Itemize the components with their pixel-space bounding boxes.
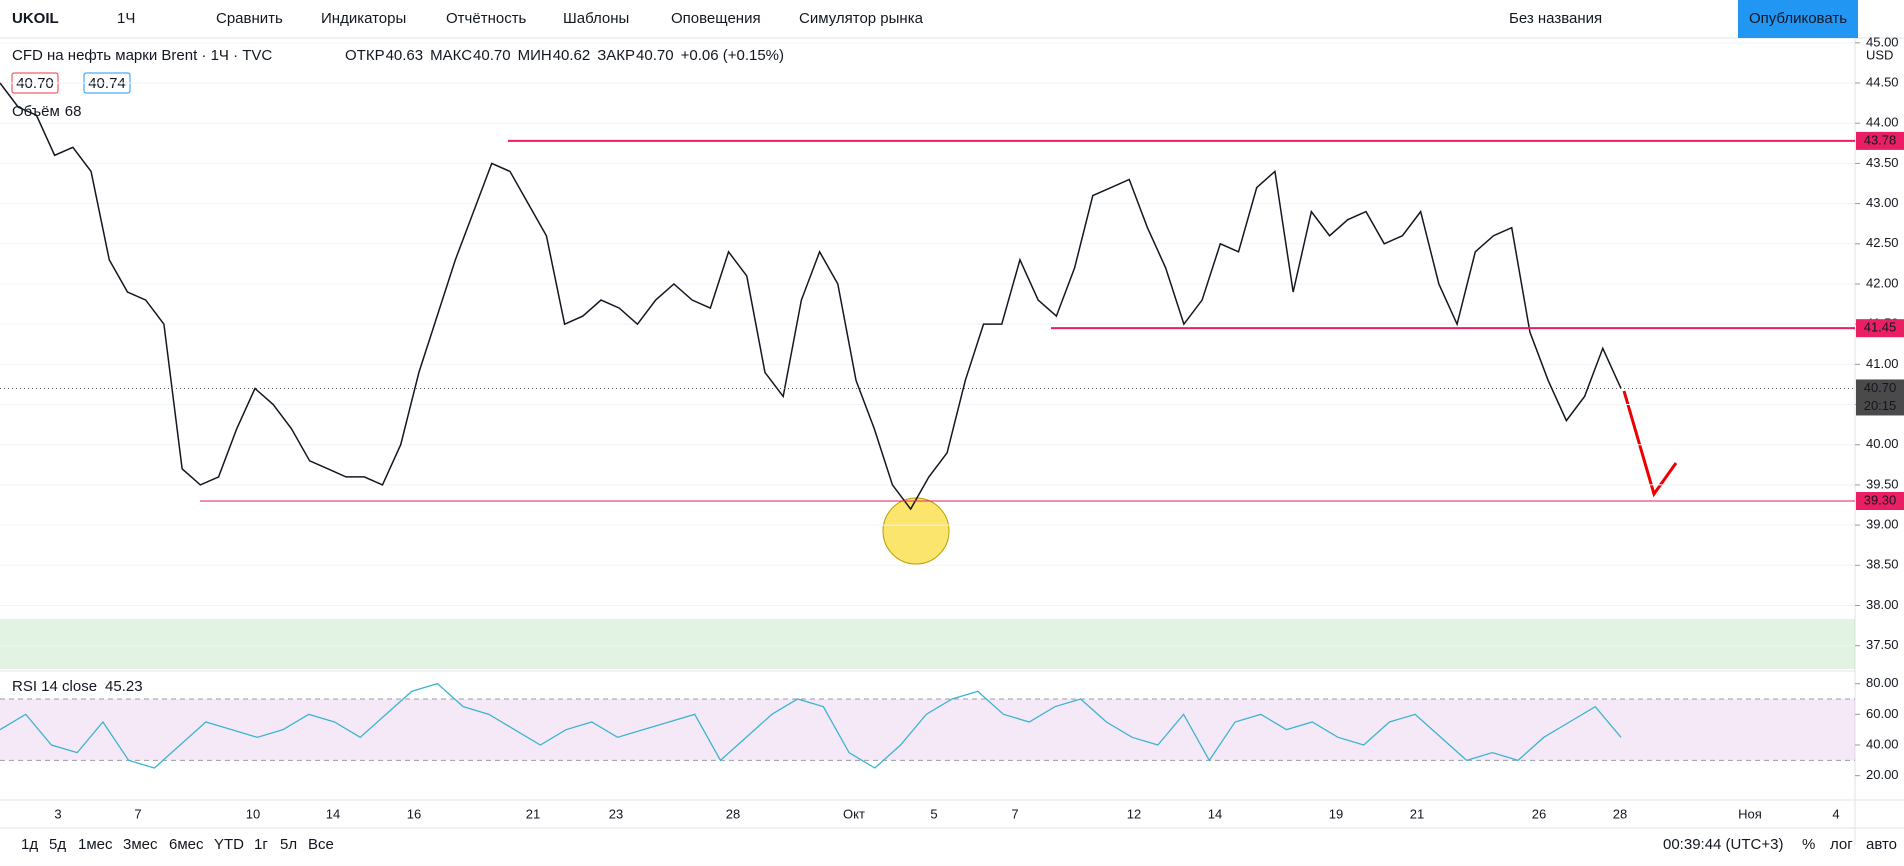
x-tick-label: 12 [1127, 806, 1141, 821]
level-tag [1856, 131, 1904, 150]
y-tick-label: 42.00 [1866, 275, 1899, 290]
range-button[interactable]: 6мес [169, 836, 204, 853]
y-tick-label: 44.00 [1866, 115, 1899, 130]
y-tick-label: 60.00 [1866, 706, 1899, 721]
publish-button[interactable] [1738, 0, 1858, 38]
drawn-arrow [1622, 390, 1678, 498]
last-price-tag [1856, 379, 1904, 416]
ohlc-label: ОТКР [345, 47, 385, 64]
x-tick-label: 7 [134, 806, 141, 821]
y-tick-label: 40.00 [1866, 436, 1899, 451]
range-button[interactable]: 1д [21, 836, 38, 853]
rsi-line [0, 682, 1622, 769]
x-tick-label: 3 [54, 806, 61, 821]
legend-title: CFD на нефть марки Brent · 1Ч · TVC [12, 47, 272, 64]
highlight-circle [882, 497, 950, 565]
toolbar-item[interactable]: Отчётность [446, 10, 527, 27]
toolbar-item[interactable]: Индикаторы [321, 10, 406, 27]
y-tick-label: 40.00 [1866, 736, 1899, 751]
y-tick-label: 42.50 [1866, 235, 1899, 250]
range-button[interactable]: 1мес [78, 836, 113, 853]
level-label: 39.30 [1864, 492, 1897, 507]
x-tick-label: 23 [609, 806, 623, 821]
y-tick-label: 37.50 [1866, 637, 1899, 652]
range-button[interactable]: Все [308, 836, 334, 853]
x-tick-label: 4 [1832, 806, 1839, 821]
volume-zone [0, 619, 1855, 669]
interval[interactable]: 1Ч [117, 10, 135, 27]
range-button[interactable]: 1г [254, 836, 268, 853]
ohlc-value: 40.70 [473, 47, 511, 64]
y-tick-label: 38.50 [1866, 557, 1899, 572]
layout-name[interactable]: Без названия [1509, 10, 1602, 27]
volume-value: 68 [65, 103, 82, 120]
x-tick-label: Ноя [1738, 806, 1762, 821]
level-label: 41.45 [1864, 320, 1897, 335]
y-tick-label: 43.00 [1866, 195, 1899, 210]
ohlc-value: 40.62 [553, 47, 591, 64]
y-tick-label: 43.50 [1866, 155, 1899, 170]
y-tick-label: 39.00 [1866, 517, 1899, 532]
x-tick-label: 14 [1208, 806, 1222, 821]
level-tag [1856, 492, 1904, 511]
rsi-value: 45.23 [105, 678, 143, 695]
y-tick-label: 44.50 [1866, 74, 1899, 89]
y-tick-label: 45.00 [1866, 34, 1899, 49]
y-tick-label: 20.00 [1866, 767, 1899, 782]
x-tick-label: 26 [1532, 806, 1546, 821]
x-tick-label: 7 [1011, 806, 1018, 821]
x-tick-label: 28 [726, 806, 740, 821]
y-tick-label: 80.00 [1866, 675, 1899, 690]
toolbar-item[interactable]: Оповещения [671, 10, 761, 27]
change: +0.06 (+0.15%) [681, 47, 784, 64]
range-button[interactable]: 5д [49, 836, 66, 853]
x-tick-label: Окт [843, 806, 865, 821]
toolbar-item[interactable]: Шаблоны [563, 10, 629, 27]
x-tick-label: 14 [326, 806, 340, 821]
x-tick-label: 28 [1613, 806, 1627, 821]
ohlc-value: 40.63 [386, 47, 424, 64]
x-tick-label: 5 [930, 806, 937, 821]
volume-label: Объём [12, 103, 60, 120]
ohlc-value: 40.70 [636, 47, 674, 64]
x-tick-label: 19 [1329, 806, 1343, 821]
y-tick-label: 38.00 [1866, 597, 1899, 612]
ohlc-label: МАКС [430, 47, 472, 64]
countdown: 20:15 [1864, 398, 1897, 413]
ohlc-label: ЗАКР [597, 47, 635, 64]
percent-toggle[interactable]: % [1802, 836, 1815, 853]
ohlc-label: МИН [518, 47, 552, 64]
range-button[interactable]: 5л [280, 836, 297, 853]
y-tick-label: 41.00 [1866, 356, 1899, 371]
range-button[interactable]: 3мес [123, 836, 158, 853]
x-tick-label: 10 [246, 806, 260, 821]
price-line [0, 82, 1622, 511]
x-tick-label: 21 [1410, 806, 1424, 821]
auto-toggle[interactable]: авто [1866, 836, 1897, 853]
toolbar-item[interactable]: Сравнить [216, 10, 283, 27]
level-tag [1856, 319, 1904, 338]
range-button[interactable]: YTD [214, 836, 244, 853]
x-tick-label: 16 [407, 806, 421, 821]
y-tick-label: 39.50 [1866, 476, 1899, 491]
symbol[interactable]: UKOIL [12, 10, 59, 27]
x-tick-label: 21 [526, 806, 540, 821]
log-toggle[interactable]: лог [1830, 836, 1853, 853]
rsi-title: RSI 14 close [12, 678, 97, 695]
rsi-band [0, 698, 1855, 761]
level-label: 43.78 [1864, 132, 1897, 147]
clock: 00:39:44 (UTC+3) [1663, 836, 1783, 853]
last-price: 40.70 [1864, 380, 1897, 395]
toolbar-item[interactable]: Симулятор рынка [799, 10, 924, 27]
currency: USD [1866, 47, 1893, 62]
publish-label[interactable]: Опубликовать [1749, 10, 1847, 27]
